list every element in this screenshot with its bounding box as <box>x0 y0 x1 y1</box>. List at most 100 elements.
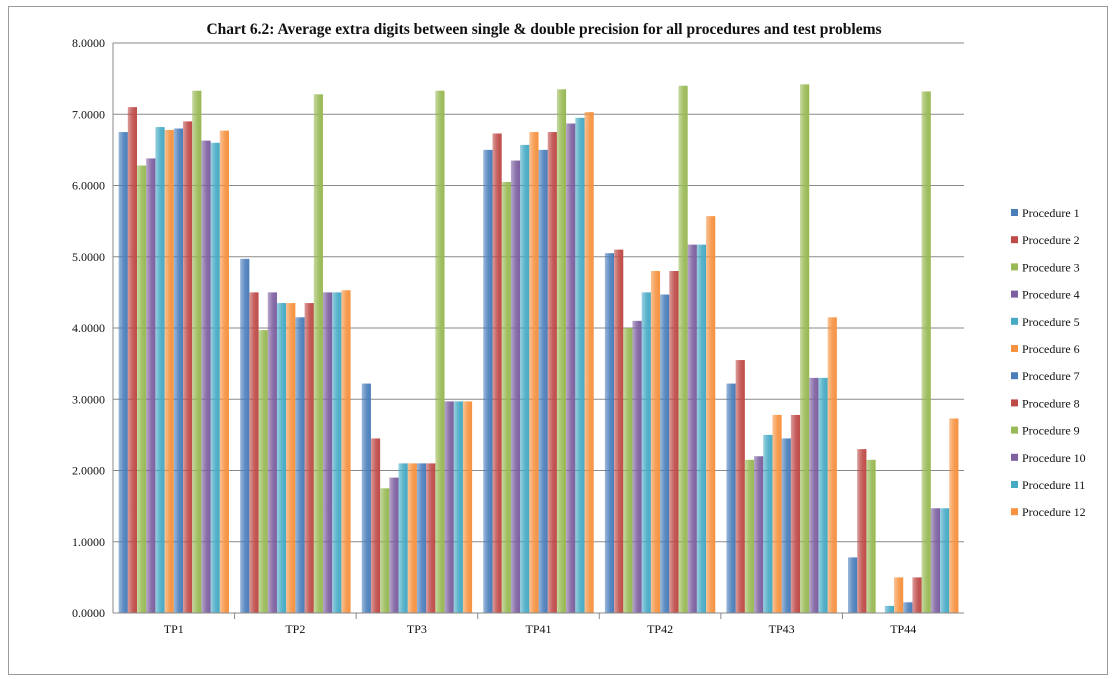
bar <box>249 292 259 613</box>
y-tick-label: 4.0000 <box>72 321 105 335</box>
legend: Procedure 1 Procedure 2 Procedure 3 Procedu… <box>1011 206 1086 519</box>
y-tick-label: 5.0000 <box>72 250 105 264</box>
bar <box>706 216 716 613</box>
bar <box>669 271 679 613</box>
bar <box>912 577 922 613</box>
legend-swatch <box>1011 209 1018 216</box>
bar <box>547 132 557 613</box>
bar <box>660 294 670 613</box>
x-tick-label: TP42 <box>647 622 673 636</box>
bar <box>510 160 521 613</box>
x-axis: TP1 TP2 TP3 TP41 TP42 TP43 TP44 <box>113 612 964 636</box>
bar <box>857 449 867 613</box>
chart-frame: Chart 6.2: Average extra digits between … <box>8 6 1108 675</box>
bar <box>286 303 296 613</box>
bar <box>949 418 959 613</box>
bar <box>240 258 250 613</box>
bar <box>304 303 314 613</box>
bar <box>416 463 427 613</box>
bar <box>678 85 688 613</box>
bar <box>118 132 128 613</box>
bar <box>848 557 858 613</box>
legend-label: Procedure 5 <box>1022 315 1080 329</box>
bar <box>136 165 147 614</box>
y-tick-label: 8.0000 <box>72 36 105 50</box>
bar <box>940 508 950 613</box>
legend-label: Procedure 2 <box>1022 233 1080 247</box>
y-tick-label: 7.0000 <box>72 107 105 121</box>
x-tick-label: TP43 <box>769 622 795 636</box>
legend-swatch <box>1011 345 1018 352</box>
bar <box>903 602 913 613</box>
y-tick-label: 6.0000 <box>72 179 105 193</box>
x-tick-label: TP44 <box>890 622 916 636</box>
legend-swatch <box>1011 317 1018 325</box>
legend-label: Procedure 1 <box>1022 206 1080 220</box>
bar <box>201 140 211 614</box>
bar <box>258 330 268 613</box>
bar <box>772 414 782 613</box>
bar <box>632 320 642 613</box>
legend-label: Procedure 10 <box>1022 451 1086 465</box>
bar <box>483 149 493 613</box>
legend-label: Procedure 9 <box>1022 424 1080 438</box>
bar <box>453 401 463 613</box>
bar <box>164 129 174 614</box>
bar <box>687 244 697 613</box>
bar <box>744 459 755 613</box>
bar <box>267 292 277 613</box>
bar <box>398 463 408 613</box>
legend-swatch <box>1011 290 1018 298</box>
x-tick-label: TP3 <box>407 622 427 636</box>
bar <box>866 459 876 613</box>
bar <box>492 133 502 614</box>
bar <box>790 414 801 613</box>
legend-label: Procedure 3 <box>1022 260 1080 274</box>
bar <box>930 508 941 613</box>
bar <box>650 271 661 613</box>
x-tick-label: TP2 <box>285 622 305 636</box>
bar <box>754 456 764 613</box>
bar <box>827 317 837 613</box>
bar <box>322 292 333 613</box>
bar <box>921 91 931 613</box>
bar <box>332 292 342 613</box>
legend-label: Procedure 12 <box>1022 505 1086 519</box>
bar <box>426 463 436 613</box>
bar <box>146 158 156 614</box>
bar <box>127 107 137 613</box>
bar <box>155 127 165 613</box>
bar <box>800 84 810 613</box>
bar <box>407 463 417 613</box>
chart-svg: Chart 6.2: Average extra digits between … <box>72 21 1086 636</box>
legend-swatch <box>1011 236 1018 244</box>
chart-title: Chart 6.2: Average extra digits between … <box>206 21 881 38</box>
y-tick-label: 2.0000 <box>72 464 105 478</box>
legend-label: Procedure 11 <box>1022 478 1085 492</box>
legend-swatch <box>1011 372 1018 380</box>
bar <box>389 477 399 613</box>
bar <box>623 328 633 613</box>
bar <box>781 438 791 613</box>
bar <box>614 249 624 613</box>
bar <box>584 112 594 614</box>
bar <box>173 128 183 613</box>
y-axis: 0.0000 1.0000 2.0000 3.0000 4.0000 5.0000 6.00… <box>72 36 114 620</box>
y-tick-label: 3.0000 <box>72 392 105 406</box>
bars <box>118 84 959 614</box>
bar <box>370 438 381 613</box>
bar <box>435 90 445 614</box>
y-tick-label: 0.0000 <box>72 606 105 620</box>
bar <box>520 144 530 613</box>
legend-label: Procedure 7 <box>1022 369 1080 383</box>
legend-swatch <box>1011 453 1018 461</box>
bar <box>763 434 773 613</box>
bar <box>809 377 819 613</box>
bar <box>894 577 904 613</box>
x-tick-label: TP41 <box>525 622 551 636</box>
bar <box>696 244 707 613</box>
bar <box>192 90 202 614</box>
bar <box>604 253 615 613</box>
bar <box>295 317 305 613</box>
bar <box>501 181 511 613</box>
